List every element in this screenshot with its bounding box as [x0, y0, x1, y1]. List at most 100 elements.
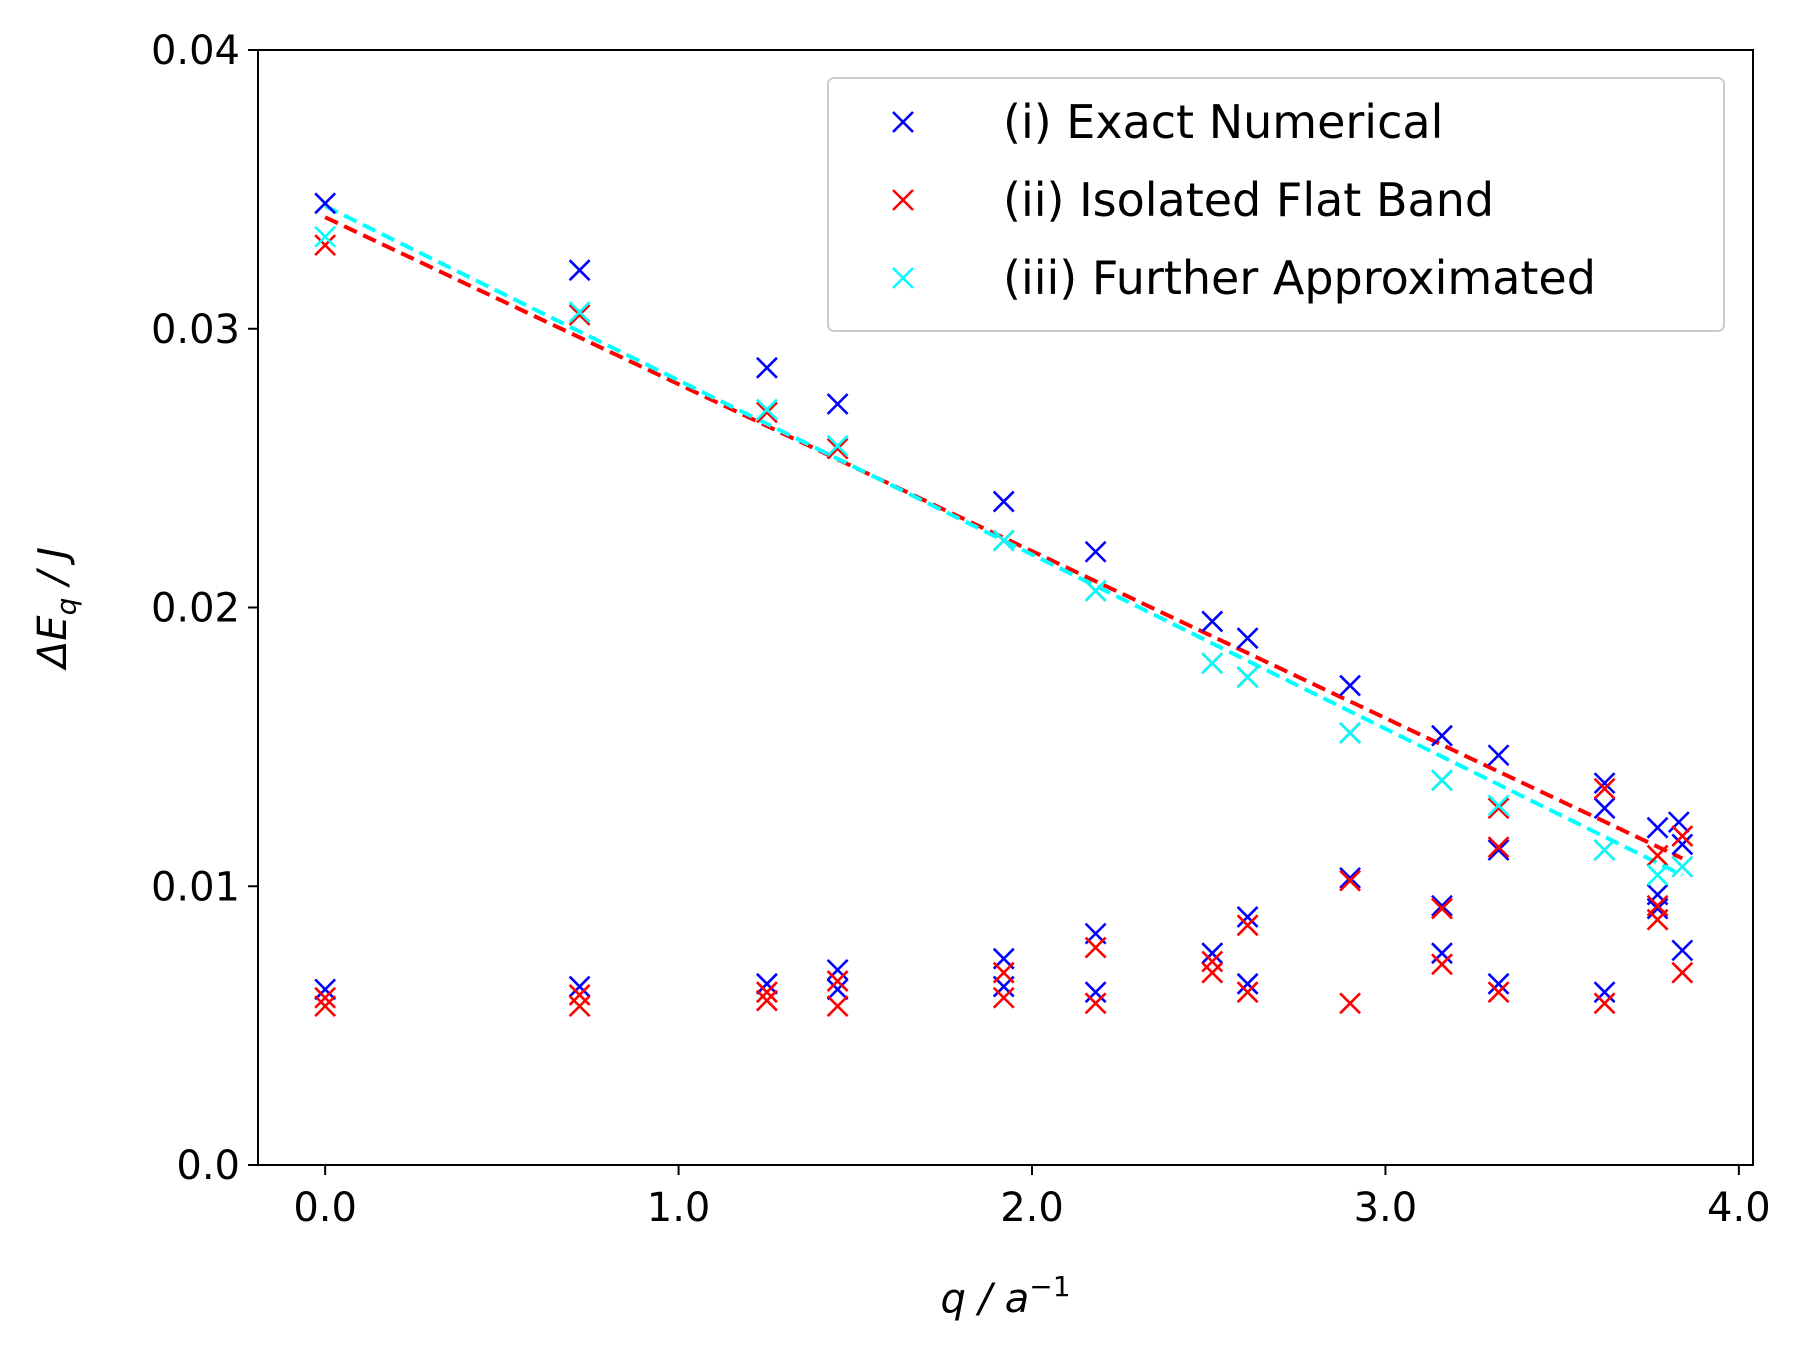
legend-label: (iii) Further Approximated [1003, 251, 1596, 305]
data-point [1671, 833, 1694, 856]
data-point [826, 970, 849, 992]
marker-stroke [756, 989, 778, 1012]
data-point [1671, 939, 1694, 962]
marker-stroke [568, 995, 591, 1018]
data-point [314, 192, 337, 215]
data-point [1236, 905, 1259, 928]
data-point [1236, 627, 1259, 650]
legend-label: (ii) Isolated Flat Band [1003, 173, 1494, 227]
data-point [756, 989, 778, 1012]
data-point [1339, 992, 1362, 1015]
data-point [1084, 540, 1107, 563]
y-axis-label-main: ΔE [30, 615, 76, 671]
data-point [1593, 797, 1616, 820]
marker-stroke [1593, 772, 1616, 795]
marker-stroke [1646, 897, 1669, 920]
x-axis-label-main: q / a [940, 1276, 1029, 1322]
y-tick-label: 0.01 [151, 864, 240, 910]
marker-stroke [1084, 992, 1107, 1015]
marker-stroke [1201, 942, 1224, 965]
data-point [314, 995, 337, 1018]
marker-stroke [826, 995, 849, 1018]
data-point [1201, 950, 1224, 973]
marker-stroke [756, 398, 778, 421]
marker-stroke [1487, 797, 1510, 820]
marker-stroke [756, 981, 778, 1004]
data-point [1671, 825, 1694, 847]
data-markers [314, 192, 1694, 1018]
marker-stroke [1201, 610, 1224, 633]
y-tick-label: 0.02 [151, 586, 240, 632]
data-point [1084, 992, 1107, 1015]
data-point [1487, 972, 1510, 995]
marker-stroke [892, 267, 914, 289]
data-point [1236, 972, 1259, 995]
y-axis-ticks: 0.0 0.01 0.02 0.03 0.04 [151, 28, 258, 1189]
data-point [1084, 579, 1107, 602]
fit-line [324, 215, 1684, 861]
x-tick-label: 2.0 [1000, 1185, 1064, 1231]
marker-stroke [826, 437, 849, 460]
data-point [1339, 869, 1362, 892]
legend-label: (i) Exact Numerical [1003, 95, 1443, 149]
marker-stroke [1084, 579, 1107, 602]
marker-stroke [1339, 722, 1362, 744]
data-point [568, 303, 591, 326]
marker-stroke [1431, 897, 1453, 920]
marker-stroke [1487, 839, 1510, 861]
data-point [1646, 816, 1669, 839]
marker-stroke [1593, 839, 1616, 861]
marker-stroke [1236, 905, 1259, 928]
marker-stroke [1671, 961, 1694, 984]
marker-stroke [568, 975, 591, 998]
data-point [1431, 942, 1453, 965]
marker-stroke [314, 234, 337, 257]
data-point [1671, 961, 1694, 984]
marker-stroke [1646, 908, 1669, 931]
marker-stroke [1487, 972, 1510, 995]
y-tick-label: 0.04 [151, 28, 240, 74]
x-axis-label: q / a−1 [940, 1270, 1070, 1322]
data-point [1431, 894, 1453, 917]
data-point [826, 958, 849, 981]
legend: (i) Exact Numerical (ii) Isolated Flat Ba… [827, 77, 1725, 332]
marker-stroke [1431, 894, 1453, 917]
data-point [1431, 953, 1453, 976]
data-point [568, 975, 591, 998]
marker-stroke [314, 225, 337, 248]
marker-stroke [992, 961, 1015, 984]
marker-stroke [1339, 674, 1362, 697]
data-point [1593, 992, 1616, 1015]
data-point [1487, 794, 1510, 817]
data-point [1593, 981, 1616, 1004]
marker-stroke [826, 958, 849, 981]
data-point [314, 986, 337, 1009]
marker-stroke [1646, 844, 1669, 867]
marker-stroke [314, 986, 337, 1009]
data-point [314, 234, 337, 257]
data-point [1593, 772, 1616, 795]
data-point [1593, 839, 1616, 861]
data-point [1431, 769, 1453, 792]
legend-marker [892, 111, 914, 133]
marker-stroke [756, 401, 778, 424]
data-point [992, 986, 1015, 1009]
data-point [1646, 897, 1669, 920]
marker-stroke [992, 490, 1015, 513]
data-point [756, 401, 778, 424]
data-point [1593, 777, 1616, 800]
marker-stroke [1201, 950, 1224, 973]
data-point [1236, 666, 1259, 689]
marker-stroke [1084, 540, 1107, 563]
data-point [568, 259, 591, 282]
data-point [314, 225, 337, 248]
marker-stroke [826, 434, 849, 457]
y-axis-label-subscript: q [50, 598, 83, 616]
data-point [1339, 674, 1362, 697]
data-point [756, 398, 778, 421]
data-point [992, 490, 1015, 513]
data-point [756, 356, 778, 379]
marker-stroke [314, 978, 337, 1001]
x-axis-label-superscript: −1 [1029, 1270, 1070, 1303]
marker-stroke [1431, 769, 1453, 792]
